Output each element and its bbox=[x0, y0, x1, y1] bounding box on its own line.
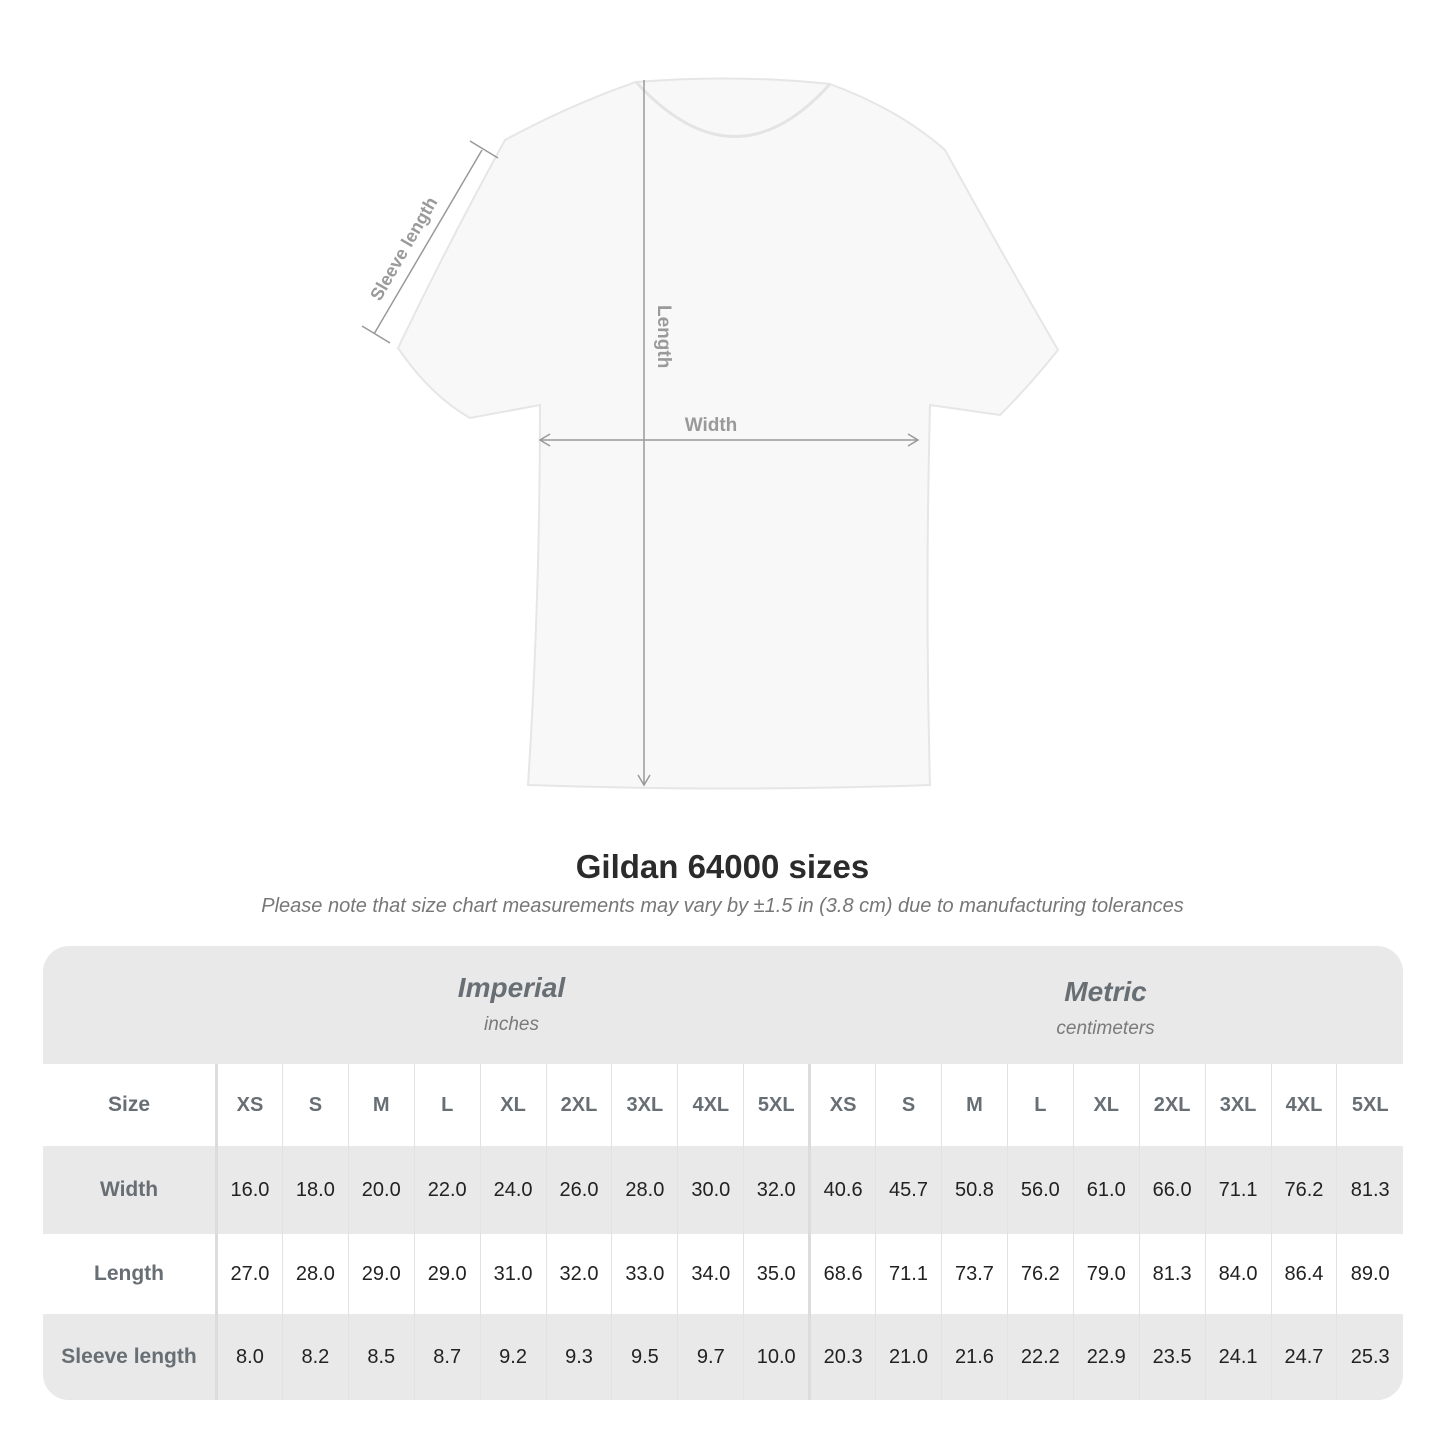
imperial-value: 32.0 bbox=[743, 1146, 810, 1234]
metric-value: 21.0 bbox=[875, 1314, 942, 1400]
imperial-header: Imperial inches bbox=[215, 946, 808, 1090]
metric-value: 66.0 bbox=[1138, 1146, 1206, 1234]
metric-value: 23.5 bbox=[1138, 1314, 1206, 1400]
imperial-value: 20.0 bbox=[347, 1146, 415, 1234]
metric-value: 25.3 bbox=[1336, 1314, 1403, 1400]
imperial-size-5XL: 5XL bbox=[743, 1064, 810, 1146]
metric-size-S: S bbox=[875, 1064, 942, 1146]
imperial-size-2XL: 2XL bbox=[545, 1064, 612, 1146]
page-title: Gildan 64000 sizes bbox=[575, 848, 870, 885]
imperial-value: 22.0 bbox=[413, 1146, 481, 1234]
table-row: Length 27.0 28.0 29.0 29.0 31.0 32.0 33.0 34.0 35… bbox=[43, 1234, 1403, 1314]
metric-value: 76.2 bbox=[1006, 1234, 1074, 1314]
metric-value: 45.7 bbox=[875, 1146, 942, 1234]
metric-value: 22.9 bbox=[1072, 1314, 1140, 1400]
collar bbox=[634, 80, 832, 138]
metric-value: 76.2 bbox=[1270, 1146, 1337, 1234]
imperial-unit: inches bbox=[484, 1014, 539, 1035]
imperial-value: 35.0 bbox=[743, 1234, 810, 1314]
metric-value: 86.4 bbox=[1270, 1234, 1337, 1314]
width-arrow-left bbox=[538, 433, 551, 447]
imperial-value: 27.0 bbox=[216, 1234, 283, 1314]
metric-header: Metric centimeters bbox=[808, 946, 1403, 1094]
imperial-value: 33.0 bbox=[611, 1234, 678, 1314]
tshirt-image bbox=[396, 77, 1060, 790]
imperial-value: 16.0 bbox=[216, 1146, 283, 1234]
imperial-value: 8.0 bbox=[216, 1314, 283, 1400]
metric-value: 84.0 bbox=[1204, 1234, 1271, 1314]
imperial-value: 10.0 bbox=[743, 1314, 810, 1400]
metric-value: 20.3 bbox=[808, 1314, 876, 1400]
imperial-title: Imperial bbox=[457, 972, 566, 1003]
metric-value: 71.1 bbox=[875, 1234, 942, 1314]
imperial-value: 8.2 bbox=[281, 1314, 349, 1400]
imperial-size-L: L bbox=[413, 1064, 481, 1146]
imperial-value: 31.0 bbox=[479, 1234, 547, 1314]
length-label: Length bbox=[653, 305, 674, 368]
imperial-value: 24.0 bbox=[479, 1146, 547, 1234]
table-row: Sleeve length 8.0 8.2 8.5 8.7 9.2 9.3 9.5 9.7 10.… bbox=[43, 1314, 1403, 1400]
imperial-value: 26.0 bbox=[545, 1146, 612, 1234]
metric-size-XS: XS bbox=[808, 1064, 876, 1146]
metric-size-XL: XL bbox=[1072, 1064, 1140, 1146]
metric-value: 40.6 bbox=[808, 1146, 876, 1234]
imperial-size-XL: XL bbox=[479, 1064, 547, 1146]
tolerance-note: Please note that size chart measurements… bbox=[261, 895, 1184, 917]
metric-value: 61.0 bbox=[1072, 1146, 1140, 1234]
metric-value: 71.1 bbox=[1204, 1146, 1271, 1234]
metric-value: 22.2 bbox=[1006, 1314, 1074, 1400]
imperial-size-3XL: 3XL bbox=[611, 1064, 678, 1146]
sleeve-line bbox=[373, 149, 483, 335]
length-arrow-bottom bbox=[637, 774, 651, 787]
imperial-value: 9.5 bbox=[611, 1314, 678, 1400]
metric-title: Metric bbox=[1064, 976, 1147, 1007]
metric-value: 68.6 bbox=[808, 1234, 876, 1314]
imperial-size-M: M bbox=[347, 1064, 415, 1146]
metric-value: 50.8 bbox=[940, 1146, 1008, 1234]
size-label: Size bbox=[43, 1064, 218, 1146]
size-grid: Size XS S M L XL 2XL 3XL 4XL 5XL XS S M L XL 2XL 3XL 4XL 5… bbox=[43, 1064, 1403, 1400]
imperial-value: 9.2 bbox=[479, 1314, 547, 1400]
metric-size-2XL: 2XL bbox=[1138, 1064, 1206, 1146]
width-arrow-right bbox=[907, 433, 920, 447]
imperial-value: 34.0 bbox=[677, 1234, 744, 1314]
metric-value: 79.0 bbox=[1072, 1234, 1140, 1314]
metric-value: 21.6 bbox=[940, 1314, 1008, 1400]
imperial-value: 29.0 bbox=[413, 1234, 481, 1314]
imperial-value: 29.0 bbox=[347, 1234, 415, 1314]
imperial-value: 8.7 bbox=[413, 1314, 481, 1400]
width-label: Width bbox=[685, 415, 738, 436]
metric-value: 81.3 bbox=[1138, 1234, 1206, 1314]
metric-value: 24.1 bbox=[1204, 1314, 1271, 1400]
metric-value: 24.7 bbox=[1270, 1314, 1337, 1400]
metric-value: 73.7 bbox=[940, 1234, 1008, 1314]
metric-value: 89.0 bbox=[1336, 1234, 1403, 1314]
imperial-value: 28.0 bbox=[611, 1146, 678, 1234]
tshirt-diagram: Length Width Sleeve length bbox=[361, 77, 1060, 790]
metric-size-5XL: 5XL bbox=[1336, 1064, 1403, 1146]
imperial-size-XS: XS bbox=[216, 1064, 283, 1146]
imperial-value: 28.0 bbox=[281, 1234, 349, 1314]
metric-value: 81.3 bbox=[1336, 1146, 1403, 1234]
row-label: Width bbox=[43, 1146, 218, 1234]
imperial-value: 9.7 bbox=[677, 1314, 744, 1400]
imperial-value: 9.3 bbox=[545, 1314, 612, 1400]
metric-size-M: M bbox=[940, 1064, 1008, 1146]
imperial-size-4XL: 4XL bbox=[677, 1064, 744, 1146]
metric-size-L: L bbox=[1006, 1064, 1074, 1146]
imperial-value: 8.5 bbox=[347, 1314, 415, 1400]
table-header-row: Size XS S M L XL 2XL 3XL 4XL 5XL XS S M L XL 2XL 3XL 4XL 5… bbox=[43, 1064, 1403, 1146]
imperial-value: 32.0 bbox=[545, 1234, 612, 1314]
metric-unit: centimeters bbox=[1056, 1018, 1155, 1039]
table-row: Width 16.0 18.0 20.0 22.0 24.0 26.0 28.0 30.0 32.… bbox=[43, 1146, 1403, 1234]
imperial-value: 30.0 bbox=[677, 1146, 744, 1234]
row-label: Length bbox=[43, 1234, 218, 1314]
size-table: Imperial inches Metric centimeters Size X… bbox=[43, 946, 1403, 1400]
metric-size-3XL: 3XL bbox=[1204, 1064, 1271, 1146]
metric-size-4XL: 4XL bbox=[1270, 1064, 1337, 1146]
imperial-size-S: S bbox=[281, 1064, 349, 1146]
metric-value: 56.0 bbox=[1006, 1146, 1074, 1234]
imperial-value: 18.0 bbox=[281, 1146, 349, 1234]
row-label: Sleeve length bbox=[43, 1314, 218, 1400]
